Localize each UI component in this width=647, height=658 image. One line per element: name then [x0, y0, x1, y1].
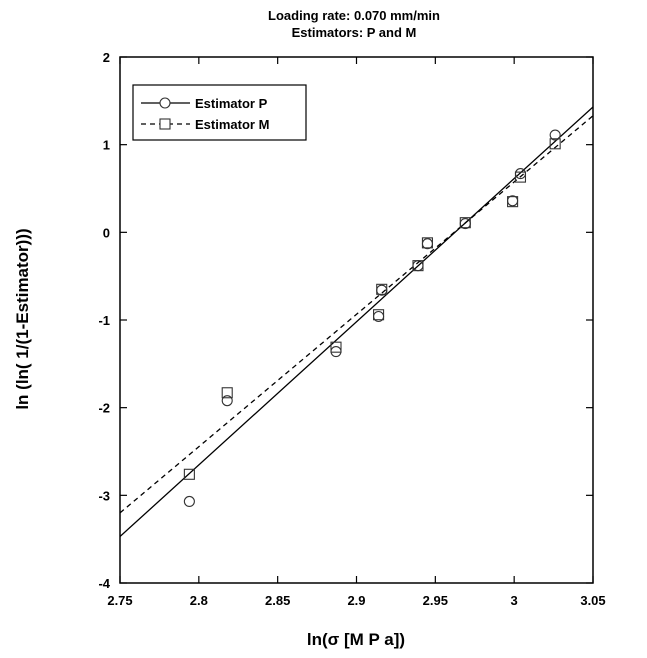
data-point-estimator-m	[330, 341, 342, 353]
data-point-estimator-p	[549, 129, 561, 141]
y-tick-label: 2	[103, 50, 110, 65]
legend-box	[132, 84, 307, 141]
plot-area: 2.75 2.8 2.85 2.9 2.95 3 3.05 -4 -3 -2 -1 0 1 2 Estima…	[98, 50, 605, 608]
legend-marker-estimator-m	[159, 118, 171, 130]
legend-label-estimator-p: Estimator P	[195, 96, 268, 111]
data-point-estimator-m	[549, 138, 561, 150]
data-point-estimator-m	[421, 237, 434, 249]
legend-marker-estimator-p	[159, 97, 171, 109]
data-point-estimator-p	[183, 495, 195, 508]
x-tick-label: 3.05	[580, 593, 605, 608]
x-tick-label: 2.9	[347, 593, 365, 608]
fit-line-estimator-m	[120, 115, 593, 514]
data-point-estimator-p	[421, 238, 434, 250]
y-tick-label: 1	[103, 138, 110, 153]
data-point-estimator-m	[376, 283, 388, 295]
data-point-estimator-m	[183, 468, 195, 480]
fit-line-estimator-p	[120, 106, 593, 538]
y-tick-label: -2	[98, 401, 110, 416]
x-tick-label: 2.8	[190, 593, 208, 608]
y-tick-label: -4	[98, 576, 110, 591]
data-point-estimator-m	[507, 196, 519, 208]
legend-label-estimator-m: Estimator M	[195, 117, 269, 132]
x-tick-label: 3	[511, 593, 518, 608]
data-point-estimator-m	[459, 217, 471, 229]
data-point-estimator-m	[412, 260, 424, 272]
x-tick-label: 2.85	[265, 593, 290, 608]
x-tick-label: 2.95	[423, 593, 448, 608]
data-point-estimator-m	[373, 309, 385, 321]
chart-title-line-1: Loading rate: 0.070 mm/min	[268, 8, 440, 23]
chart-title-line-2: Estimators: P and M	[292, 25, 417, 40]
x-axis-label: ln(σ [M P a])	[307, 630, 405, 649]
y-tick-label: -1	[98, 313, 110, 328]
y-tick-label: -3	[98, 488, 110, 503]
y-axis-label: ln (ln( 1/(1-Estimator)))	[13, 228, 32, 409]
data-point-estimator-p	[507, 195, 519, 207]
x-tick-label: 2.75	[107, 593, 132, 608]
data-point-estimator-p	[221, 395, 233, 407]
data-point-estimator-m	[221, 387, 233, 399]
data-point-estimator-m	[514, 171, 527, 183]
y-tick-label: 0	[103, 225, 110, 240]
data-point-estimator-p	[330, 346, 342, 358]
